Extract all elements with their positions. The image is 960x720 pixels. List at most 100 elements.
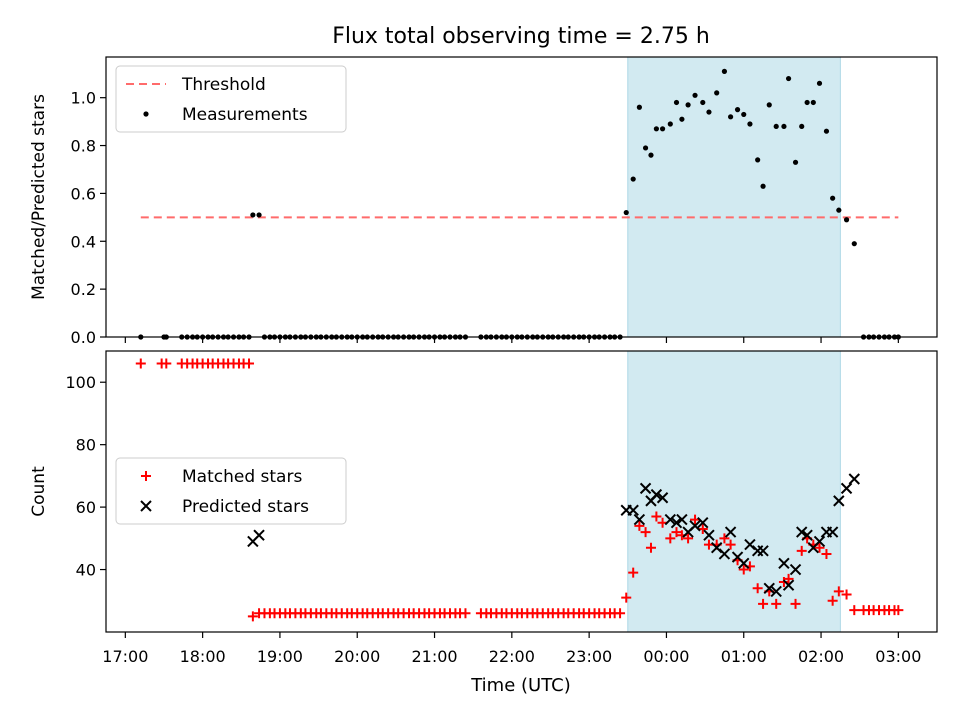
data-point [755, 157, 761, 163]
axes-frame [105, 56, 938, 338]
y-tick-label: 0.2 [71, 280, 96, 299]
legend-box [115, 65, 347, 133]
data-point [747, 121, 753, 127]
series-matched-stars [135, 358, 904, 622]
data-point [841, 589, 852, 600]
data-point [700, 99, 706, 106]
data-point [253, 529, 265, 541]
y-tick-label: 100 [65, 373, 96, 392]
data-point [799, 123, 805, 130]
y-tick-label: 0.0 [71, 328, 96, 347]
data-point [630, 176, 636, 182]
data-point [744, 538, 756, 551]
data-point [760, 183, 766, 189]
data-point [782, 579, 795, 591]
x-tick-label: 02:00 [798, 647, 844, 666]
data-point [840, 482, 853, 495]
data-point [621, 592, 632, 603]
highlight-span [627, 56, 841, 338]
data-point [741, 111, 747, 118]
data-point [836, 207, 842, 213]
data-point [161, 358, 172, 369]
data-point [653, 126, 659, 132]
data-point [703, 529, 715, 541]
legend: Matched stars Predicted stars [115, 457, 347, 525]
legend: Threshold Measurements [115, 65, 347, 133]
x-tick-label: 19:00 [257, 647, 303, 666]
y-axis-label: Count [29, 466, 49, 517]
data-point [752, 583, 763, 594]
y-tick-label: 40 [76, 561, 96, 580]
data-point [718, 548, 731, 560]
data-point [770, 585, 782, 598]
data-point [813, 535, 826, 548]
x-tick-label: 22:00 [489, 647, 535, 666]
legend-label: Predicted stars [182, 497, 309, 517]
data-point [664, 513, 677, 526]
data-point [697, 517, 709, 529]
series-predicted-stars [247, 473, 860, 598]
y-tick-label: 1.0 [71, 89, 96, 108]
data-point [706, 109, 712, 115]
data-point [796, 545, 807, 556]
bottom-panel: 40 60 80 100 17:00 18:00 19:00 20:00 21:00 22:00 2… [29, 350, 938, 666]
data-point [627, 504, 639, 516]
x-tick-label: 01:00 [721, 647, 767, 666]
data-point [685, 102, 691, 108]
data-point [738, 564, 749, 575]
data-point [250, 212, 256, 218]
data-point [833, 495, 845, 507]
data-point [826, 526, 839, 538]
data-point [725, 539, 736, 550]
data-point [615, 608, 626, 619]
top-panel: 0.0 0.2 0.4 0.6 0.8 1.0 Matched/Predicted star… [29, 56, 938, 347]
data-point [639, 482, 652, 495]
data-point [659, 126, 666, 132]
data-point [640, 527, 651, 538]
data-point [830, 195, 836, 201]
data-point [460, 608, 471, 619]
data-point [724, 526, 737, 538]
data-point [848, 473, 860, 485]
data-point [628, 567, 639, 578]
legend-measurements-label: Measurements [182, 105, 308, 125]
y-axis-label: Matched/Predicted stars [29, 94, 49, 300]
data-point [821, 548, 832, 559]
data-point [814, 542, 825, 553]
data-point [642, 145, 649, 151]
data-point [738, 557, 750, 570]
data-point [773, 123, 779, 130]
data-point [758, 598, 769, 609]
y-tick-label: 0.6 [71, 184, 96, 203]
data-point [683, 533, 694, 544]
data-point [785, 75, 792, 82]
legend-measurements-marker [143, 111, 149, 117]
data-point [766, 102, 772, 108]
y-tick-label: 0.8 [71, 137, 96, 156]
data-point [676, 513, 688, 526]
data-point [247, 611, 258, 622]
x-tick-label: 00:00 [643, 647, 689, 666]
data-point [636, 104, 642, 110]
data-point [679, 116, 685, 122]
y-tick-label: 80 [76, 436, 96, 455]
x-tick-label: 23:00 [566, 647, 612, 666]
data-point [827, 595, 838, 606]
axes-frame [105, 350, 938, 633]
data-point [893, 605, 904, 616]
figure-title: Flux total observing time = 2.75 h [332, 24, 710, 49]
data-point [810, 99, 816, 106]
x-tick-label: 17:00 [102, 647, 148, 666]
data-point [670, 517, 683, 529]
data-point [790, 598, 801, 609]
data-point [651, 511, 662, 522]
x-axis-label: Time (UTC) [470, 675, 571, 696]
data-point [673, 99, 680, 106]
data-point [721, 68, 728, 74]
data-point [771, 598, 782, 609]
data-point [801, 529, 813, 541]
legend-marker [140, 500, 152, 512]
data-point [634, 520, 645, 531]
x-tick-label: 20:00 [334, 647, 380, 666]
